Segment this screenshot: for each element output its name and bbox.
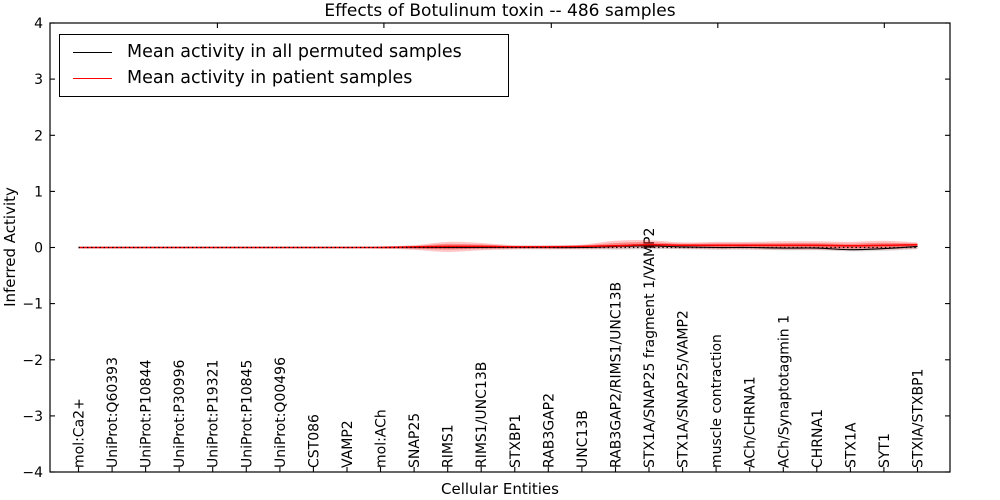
legend-item-permuted: Mean activity in all permuted samples — [73, 42, 508, 63]
y-tick-label: −1 — [22, 297, 43, 313]
x-axis-label: Cellular Entities — [441, 480, 559, 498]
x-tick-label: SYT1 — [877, 433, 893, 468]
x-tick-label: STX1A — [843, 422, 859, 468]
x-tick-label: RIMS1/UNC13B — [474, 362, 490, 468]
x-tick-label: ACh/CHRNA1 — [743, 376, 759, 468]
x-tick-label: UniProt:P10845 — [239, 360, 255, 468]
legend-label-patient: Mean activity in patient samples — [127, 68, 413, 88]
x-tick-label: ACh/Synaptotagmin 1 — [776, 315, 792, 468]
x-tick-label: CHRNA1 — [810, 409, 826, 468]
permuted-line-swatch — [73, 52, 112, 53]
legend: Mean activity in all permuted samples Me… — [59, 34, 509, 97]
x-tick-label: mol:ACh — [374, 409, 390, 468]
patient-line-swatch — [73, 78, 112, 79]
x-tick-label: UNC13B — [575, 410, 591, 468]
y-tick-label: −4 — [22, 465, 43, 481]
x-tick-label: VAMP2 — [340, 420, 356, 468]
x-tick-label: UniProt:P30996 — [172, 360, 188, 468]
legend-label-permuted: Mean activity in all permuted samples — [127, 42, 462, 62]
x-tick-label: UniProt:P19321 — [206, 360, 222, 468]
x-tick-label: STX1A/SNAP25 fragment 1/VAMP2 — [642, 228, 658, 468]
y-tick-label: 4 — [34, 16, 43, 32]
x-tick-label: UniProt:Q00496 — [273, 357, 289, 468]
patient-mean-line — [78, 243, 918, 249]
legend-item-patient: Mean activity in patient samples — [73, 68, 508, 89]
y-tick-label: 2 — [34, 128, 43, 144]
x-tick-label: STX1A/SNAP25/VAMP2 — [676, 310, 692, 468]
y-tick-label: 0 — [34, 241, 43, 257]
x-tick-label: mol:Ca2+ — [72, 398, 88, 468]
x-tick-label: STXBP1 — [508, 414, 524, 468]
x-tick-label: UniProt:P10844 — [139, 360, 155, 468]
x-tick-label: RAB3GAP2 — [541, 393, 557, 468]
y-tick-label: 3 — [34, 72, 43, 88]
x-tick-label: UniProt:Q60393 — [105, 357, 121, 468]
x-tick-label: SNAP25 — [407, 413, 423, 468]
chart-title: Effects of Botulinum toxin -- 486 sample… — [324, 1, 676, 21]
y-tick-label: −2 — [22, 353, 43, 369]
x-tick-label: muscle contraction — [709, 334, 725, 468]
x-tick-label: RAB3GAP2/RIMS1/UNC13B — [609, 282, 625, 468]
x-tick-label: RIMS1 — [441, 424, 457, 468]
y-tick-label: −3 — [22, 409, 43, 425]
x-tick-label: CST086 — [306, 414, 322, 468]
x-tick-label: STXIA/STXBP1 — [911, 369, 927, 468]
y-tick-label: 1 — [34, 184, 43, 200]
